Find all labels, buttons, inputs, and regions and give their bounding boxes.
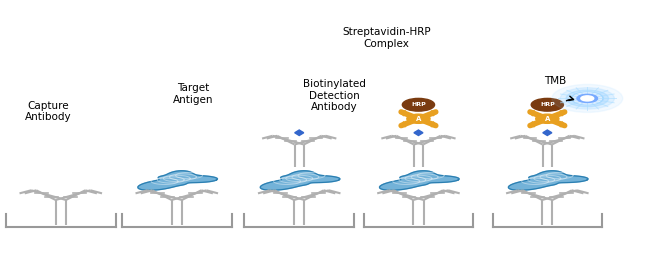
Text: A: A <box>545 116 550 122</box>
Polygon shape <box>414 130 423 135</box>
Text: Biotinylated
Detection
Antibody: Biotinylated Detection Antibody <box>304 79 366 112</box>
Circle shape <box>566 90 608 107</box>
Circle shape <box>577 94 597 102</box>
Text: Target
Antigen: Target Antigen <box>173 83 213 105</box>
Circle shape <box>402 98 435 111</box>
Text: A: A <box>416 116 421 122</box>
Circle shape <box>536 114 559 123</box>
Polygon shape <box>543 130 552 135</box>
Text: Streptavidin-HRP
Complex: Streptavidin-HRP Complex <box>342 27 430 49</box>
Text: HRP: HRP <box>540 102 554 107</box>
Text: Capture
Antibody: Capture Antibody <box>25 101 72 122</box>
Text: HRP: HRP <box>411 102 426 107</box>
Text: TMB: TMB <box>544 76 566 86</box>
Polygon shape <box>294 130 304 135</box>
Polygon shape <box>138 171 218 190</box>
Circle shape <box>571 92 603 105</box>
Circle shape <box>407 114 430 123</box>
Polygon shape <box>508 171 588 190</box>
Circle shape <box>573 93 601 104</box>
Circle shape <box>531 98 564 111</box>
Polygon shape <box>260 171 340 190</box>
Circle shape <box>560 88 614 109</box>
Polygon shape <box>380 171 459 190</box>
Circle shape <box>581 96 593 101</box>
Circle shape <box>552 84 623 112</box>
